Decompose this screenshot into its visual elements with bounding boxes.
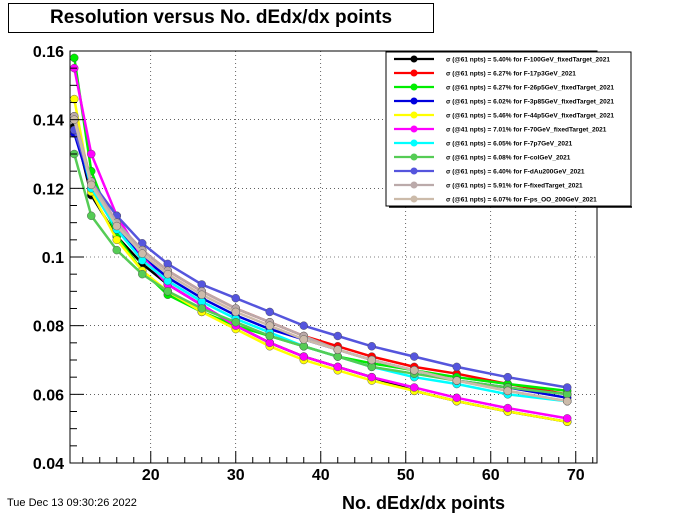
data-point bbox=[87, 180, 96, 190]
x-tick-label: 20 bbox=[142, 467, 160, 484]
x-tick-label: 40 bbox=[312, 467, 330, 484]
data-point bbox=[503, 372, 512, 382]
y-tick-label: 0.12 bbox=[33, 181, 64, 198]
legend-marker bbox=[410, 83, 418, 91]
legend: σ (@61 npts) = 5.40% for F-100GeV_fixedT… bbox=[385, 51, 632, 208]
x-tick-label: 50 bbox=[397, 467, 415, 484]
data-point bbox=[333, 331, 342, 341]
data-point bbox=[503, 403, 512, 413]
y-tick-label: 0.14 bbox=[33, 113, 64, 130]
data-point bbox=[265, 321, 274, 330]
data-point bbox=[231, 318, 240, 327]
legend-marker bbox=[410, 153, 418, 161]
legend-label: σ (@41 npts) = 7.01% for F-70GeV_fixedTa… bbox=[446, 127, 607, 134]
legend-marker bbox=[410, 181, 418, 189]
data-point bbox=[87, 149, 96, 159]
legend-entry: σ (@61 npts) = 6.02% for F-3p85GeV_fixed… bbox=[394, 97, 614, 106]
data-point bbox=[265, 307, 274, 317]
legend-entry: σ (@61 npts) = 5.40% for F-100GeV_fixedT… bbox=[394, 55, 610, 64]
data-point bbox=[299, 321, 308, 330]
x-axis-label: No. dEdx/dx points bbox=[342, 493, 506, 513]
data-point bbox=[231, 307, 240, 317]
legend-entry: σ (@61 npts) = 6.27% for F-26p5GeV_fixed… bbox=[394, 83, 614, 92]
data-point bbox=[112, 235, 121, 245]
x-tick-label: 60 bbox=[482, 467, 500, 484]
y-tick-label: 0.1 bbox=[42, 250, 64, 267]
data-point bbox=[333, 362, 342, 372]
data-point bbox=[452, 362, 461, 372]
legend-label: σ (@61 npts) = 6.08% for F-colGeV_2021 bbox=[446, 155, 571, 162]
legend-label: σ (@61 npts) = 5.40% for F-100GeV_fixedT… bbox=[446, 57, 610, 64]
data-point bbox=[112, 245, 121, 255]
data-point bbox=[299, 352, 308, 361]
axes: 20 30 40 50 60 70 0.04 0.06 0.08 0.1 0.12 0.14 0.16 bbox=[33, 44, 594, 484]
data-point bbox=[452, 376, 461, 385]
legend-marker bbox=[410, 167, 418, 175]
legend-label: σ (@61 npts) = 6.02% for F-3p85GeV_fixed… bbox=[446, 99, 614, 106]
timestamp: Tue Dec 13 09:30:26 2022 bbox=[7, 497, 137, 509]
data-point bbox=[265, 331, 274, 341]
legend-label: σ (@61 npts) = 6.27% for F-26p5GeV_fixed… bbox=[446, 85, 614, 92]
y-tick-label: 0.16 bbox=[33, 44, 64, 61]
x-tick-label: 30 bbox=[227, 467, 245, 484]
data-point bbox=[231, 294, 240, 303]
data-point bbox=[452, 393, 461, 402]
data-point bbox=[563, 383, 572, 392]
legend-label: σ (@61 npts) = 6.05% for F-7p7GeV_2021 bbox=[446, 141, 573, 148]
legend-label: σ (@61 npts) = 6.40% for F-dAu200GeV_202… bbox=[446, 169, 585, 176]
data-point bbox=[299, 335, 308, 344]
legend-label: σ (@61 npts) = 5.91% for F-fixedTarget_2… bbox=[446, 183, 583, 190]
data-point bbox=[112, 221, 121, 231]
data-point bbox=[197, 304, 206, 313]
legend-marker bbox=[410, 111, 418, 119]
data-point bbox=[563, 414, 572, 423]
series-10 bbox=[70, 115, 572, 406]
data-point bbox=[410, 383, 419, 392]
legend-entry: σ (@61 npts) = 6.08% for F-colGeV_2021 bbox=[394, 153, 571, 162]
legend-label: σ (@61 npts) = 6.07% for F-ps_OO_200GeV_… bbox=[446, 197, 597, 204]
legend-marker bbox=[410, 195, 418, 203]
data-point bbox=[70, 94, 79, 104]
data-point bbox=[367, 342, 376, 351]
data-point bbox=[410, 352, 419, 361]
legend-marker bbox=[410, 139, 418, 147]
legend-marker bbox=[410, 55, 418, 63]
legend-entry: σ (@61 npts) = 6.40% for F-dAu200GeV_202… bbox=[394, 167, 585, 176]
data-point bbox=[138, 269, 147, 279]
y-tick-label: 0.08 bbox=[33, 319, 64, 336]
data-point bbox=[333, 345, 342, 354]
data-point bbox=[163, 287, 172, 296]
data-point bbox=[410, 366, 419, 375]
y-tick-label: 0.04 bbox=[33, 456, 64, 473]
legend-marker bbox=[410, 97, 418, 105]
data-point bbox=[138, 249, 147, 258]
data-point bbox=[367, 355, 376, 365]
data-point bbox=[87, 211, 96, 221]
data-point bbox=[197, 290, 206, 299]
series-group bbox=[70, 53, 572, 426]
legend-label: σ (@61 npts) = 6.27% for F-17p3GeV_2021 bbox=[446, 71, 576, 78]
data-point bbox=[563, 397, 572, 406]
legend-entry: σ (@61 npts) = 6.07% for F-ps_OO_200GeV_… bbox=[394, 195, 597, 204]
data-point bbox=[163, 269, 172, 279]
legend-marker bbox=[410, 125, 418, 133]
chart-title-text: Resolution versus No. dEdx/dx points bbox=[49, 7, 393, 28]
y-tick-label: 0.06 bbox=[33, 387, 64, 404]
legend-entry: σ (@61 npts) = 5.46% for F-44p5GeV_fixed… bbox=[394, 111, 614, 120]
data-point bbox=[367, 372, 376, 382]
legend-entry: σ (@61 npts) = 5.91% for F-fixedTarget_2… bbox=[394, 181, 583, 190]
x-tick-label: 70 bbox=[567, 467, 585, 484]
legend-label: σ (@61 npts) = 5.46% for F-44p5GeV_fixed… bbox=[446, 113, 614, 120]
legend-marker bbox=[410, 69, 418, 77]
data-point bbox=[70, 53, 79, 63]
legend-entry: σ (@41 npts) = 7.01% for F-70GeV_fixedTa… bbox=[394, 125, 607, 134]
legend-entry: σ (@61 npts) = 6.27% for F-17p3GeV_2021 bbox=[394, 69, 576, 78]
chart-title: Resolution versus No. dEdx/dx points bbox=[8, 3, 434, 33]
legend-entry: σ (@61 npts) = 6.05% for F-7p7GeV_2021 bbox=[394, 139, 573, 148]
data-point bbox=[503, 386, 512, 396]
